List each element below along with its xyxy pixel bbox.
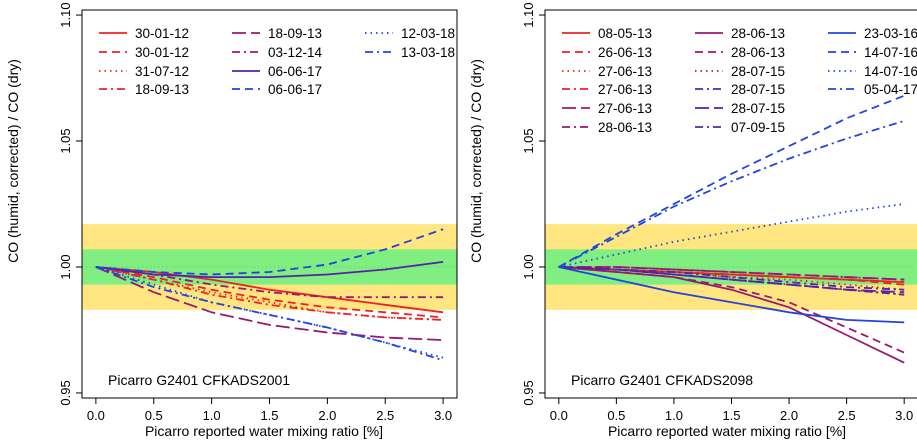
right-x-tick-label: 0.0 <box>550 408 568 423</box>
left-legend-label: 13-03-18 <box>401 45 455 60</box>
right-legend-label: 14-07-16 <box>864 45 917 60</box>
left-legend-label: 03-12-14 <box>268 45 323 60</box>
left-series-line-7 <box>95 228 444 276</box>
left-series-line-9 <box>95 266 444 362</box>
left-series-line-4 <box>95 266 444 341</box>
right-series-line-5 <box>558 266 905 281</box>
right-legend-label: 26-06-13 <box>598 45 652 60</box>
right-legend-label: 28-06-13 <box>731 26 785 41</box>
left-y-tick-label: 1.05 <box>58 128 73 153</box>
left-x-tick-label: 2.0 <box>318 408 336 423</box>
right-legend-label: 27-06-13 <box>598 101 652 116</box>
right-legend-label: 27-06-13 <box>598 82 652 97</box>
left-x-tick-label: 1.5 <box>260 408 278 423</box>
right-x-tick-label: 3.0 <box>895 408 913 423</box>
left-y-tick-label: 1.00 <box>58 254 73 279</box>
right-x-tick-label: 1.5 <box>722 408 740 423</box>
right-x-tick-label: 0.5 <box>607 408 625 423</box>
right-legend-label: 28-07-15 <box>731 64 785 79</box>
right-legend-label: 07-09-15 <box>731 120 785 135</box>
left-series-line-3 <box>95 266 444 321</box>
left-x-tick-label: 0.0 <box>87 408 105 423</box>
right-legend-label: 28-06-13 <box>731 45 785 60</box>
right-series-line-13 <box>558 94 905 268</box>
left-series-line-6 <box>95 261 444 278</box>
left-legend-label: 30-01-12 <box>135 26 189 41</box>
right-chart-panel: CO (humid, corrected) / CO (dry) Picarro… <box>468 2 917 439</box>
right-x-tick-label: 1.0 <box>665 408 683 423</box>
right-legend-label: 05-04-17 <box>864 82 917 97</box>
left-panel-annotation: Picarro G2401 CFKADS2001 <box>108 372 290 388</box>
left-y-tick-label: 0.95 <box>58 380 73 405</box>
right-y-tick-label: 0.95 <box>521 380 536 405</box>
right-x-tick-label: 2.5 <box>838 408 856 423</box>
left-series-line-1 <box>95 266 444 319</box>
left-legend-label: 31-07-12 <box>135 64 189 79</box>
left-y-axis-title: CO (humid, corrected) / CO (dry) <box>5 59 21 263</box>
right-x-tick-label: 2.0 <box>780 408 798 423</box>
left-legend-label: 06-06-17 <box>268 82 322 97</box>
right-y-tick-label: 1.00 <box>521 254 536 279</box>
left-x-tick-label: 0.5 <box>145 408 163 423</box>
right-legend-label: 23-03-16 <box>864 26 917 41</box>
right-legend-label: 28-06-13 <box>598 120 652 135</box>
right-series-line-14 <box>558 203 905 268</box>
right-y-tick-label: 1.10 <box>521 2 536 27</box>
left-series-line-8 <box>95 266 444 359</box>
right-legend-label: 14-07-16 <box>864 64 917 79</box>
right-series-line-7 <box>558 266 905 354</box>
left-x-tick-label: 3.0 <box>434 408 452 423</box>
right-legend-label: 27-06-13 <box>598 64 652 79</box>
right-legend-label: 08-05-13 <box>598 26 652 41</box>
right-y-axis-title: CO (humid, corrected) / CO (dry) <box>468 59 484 263</box>
left-legend-label: 18-09-13 <box>135 82 189 97</box>
left-series-line-2 <box>95 266 444 321</box>
left-legend-label: 06-06-17 <box>268 64 322 79</box>
right-series-line-15 <box>558 120 905 268</box>
right-panel-annotation: Picarro G2401 CFKADS2098 <box>571 372 753 388</box>
right-legend-label: 28-07-15 <box>731 101 785 116</box>
left-x-axis-title: Picarro reported water mixing ratio [%] <box>145 423 383 439</box>
left-legend-label: 12-03-18 <box>401 26 455 41</box>
left-legend-label: 18-09-13 <box>268 26 322 41</box>
left-chart-panel: CO (humid, corrected) / CO (dry) Picarro… <box>5 2 458 439</box>
right-legend-label: 28-07-15 <box>731 82 785 97</box>
right-x-axis-title: Picarro reported water mixing ratio [%] <box>608 423 846 439</box>
left-x-tick-label: 1.0 <box>203 408 221 423</box>
left-x-tick-label: 2.5 <box>376 408 394 423</box>
right-y-tick-label: 1.05 <box>521 128 536 153</box>
left-y-tick-label: 1.10 <box>58 2 73 27</box>
right-series-line-11 <box>558 266 905 291</box>
left-legend-label: 30-01-12 <box>135 45 189 60</box>
right-series-line-12 <box>558 266 905 324</box>
